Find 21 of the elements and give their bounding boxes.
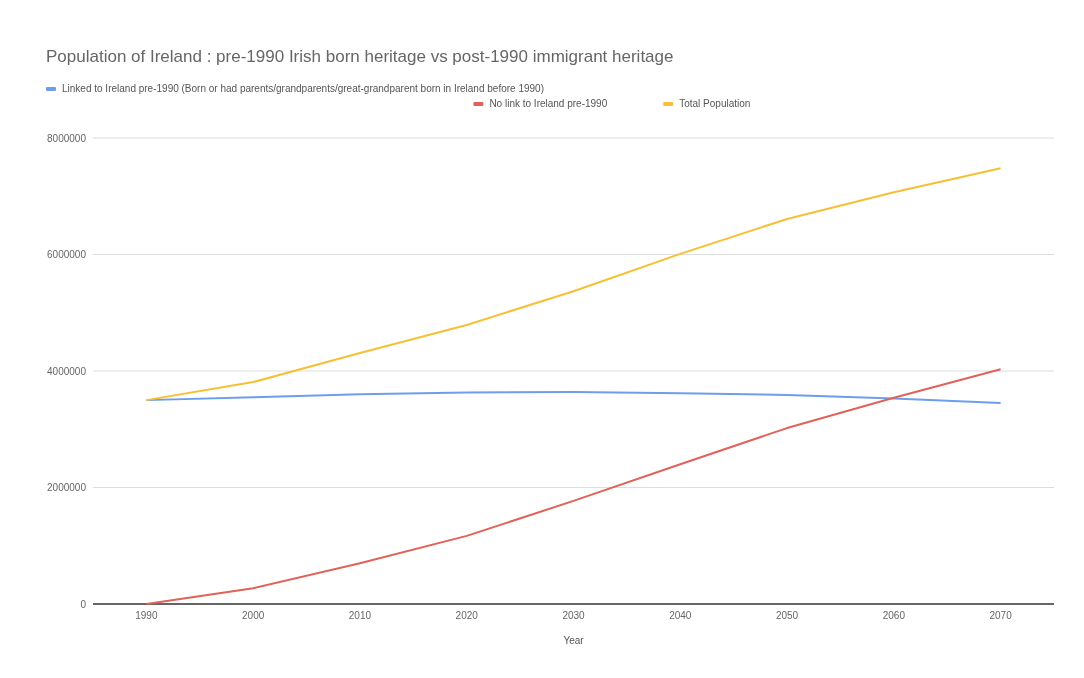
x-axis-title: Year (563, 635, 585, 646)
line-series (145, 167, 1002, 402)
y-tick-label: 4000000 (47, 365, 87, 377)
y-tick-label: 8000000 (47, 132, 87, 144)
legend-label: No link to Ireland pre-1990 (489, 98, 608, 109)
x-tick-label: 2000 (242, 610, 265, 621)
legend-label: Total Population (679, 98, 751, 109)
x-tick-label: 2010 (348, 610, 372, 621)
x-tick-label: 2030 (562, 610, 586, 621)
chart-title: Population of Ireland : pre-1990 Irish born heritage vs post-1990 immigrant heritage (46, 47, 674, 66)
legend-label: Linked to Ireland pre-1990 (Born or had parents/grandparents/great-grandparent born in Ireland before 1990) (62, 83, 544, 94)
x-tick-label: 2020 (455, 610, 479, 621)
x-tick-label: 2060 (882, 610, 906, 621)
x-tick-label: 2050 (775, 610, 799, 621)
x-tick-label: 2040 (669, 610, 692, 621)
x-tick-label: 1990 (135, 610, 158, 621)
y-tick-label: 6000000 (47, 249, 87, 260)
y-tick-label: 2000000 (47, 482, 87, 493)
y-tick-label: 0 (80, 598, 87, 610)
x-tick-label: 2070 (989, 610, 1013, 621)
line-series (145, 368, 1002, 605)
